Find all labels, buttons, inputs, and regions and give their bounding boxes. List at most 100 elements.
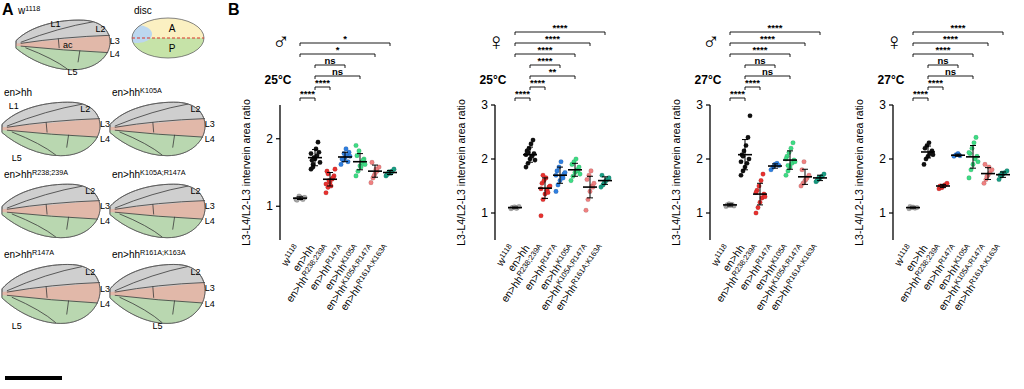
data-point bbox=[316, 140, 321, 145]
data-point bbox=[369, 180, 374, 185]
disc-region-label: P bbox=[169, 43, 176, 54]
data-point bbox=[533, 158, 538, 163]
label-base: en>hh bbox=[112, 87, 140, 98]
wing-vein bbox=[115, 295, 203, 303]
data-point bbox=[746, 135, 751, 140]
mean-line bbox=[293, 197, 307, 199]
y-tick bbox=[706, 104, 710, 105]
genotype-label: en>hh bbox=[4, 87, 32, 98]
data-point bbox=[363, 162, 368, 167]
posterior-compartment bbox=[110, 130, 205, 158]
wing-vein bbox=[115, 119, 205, 128]
wing-margin bbox=[110, 264, 205, 323]
wing-vein bbox=[115, 186, 188, 208]
marks bbox=[723, 114, 827, 216]
significance-label: **** bbox=[936, 44, 951, 55]
dot-plot: 123L3-L4/L2-L3 intervein area ratio♀25°C… bbox=[455, 22, 612, 313]
y-tick bbox=[889, 158, 893, 159]
wing-tint bbox=[2, 283, 100, 327]
chart-subtitle: 27°C bbox=[878, 73, 905, 87]
y-tick-label: 3 bbox=[879, 98, 886, 112]
significance-label: **** bbox=[538, 55, 553, 66]
panel-a: AdiscAPw1118L1L2acL3L4L5en>hhL1L2L3L4L5e… bbox=[2, 1, 215, 378]
mean-line bbox=[598, 180, 612, 182]
y-tick-label: 1 bbox=[266, 199, 273, 213]
significance-label: ns bbox=[937, 55, 948, 66]
significance-label: ns bbox=[324, 55, 335, 66]
y-tick-label: 2 bbox=[879, 152, 886, 166]
mean-line bbox=[996, 174, 1010, 176]
marks bbox=[293, 140, 397, 203]
data-point bbox=[804, 177, 809, 182]
chart-subtitle: 25°C bbox=[480, 73, 507, 87]
significance-label: ns bbox=[754, 55, 765, 66]
data-point bbox=[754, 211, 759, 216]
y-tick bbox=[706, 158, 710, 159]
mean-line bbox=[583, 186, 597, 188]
vein-label: L4 bbox=[110, 49, 120, 59]
wing-margin bbox=[2, 184, 100, 238]
data-point bbox=[739, 173, 744, 178]
significance-label: **** bbox=[730, 88, 745, 99]
data-point bbox=[546, 190, 551, 195]
data-point bbox=[333, 167, 338, 172]
data-point bbox=[970, 146, 975, 151]
y-tick bbox=[276, 138, 280, 139]
y-tick-label: 3 bbox=[481, 98, 488, 112]
significance-label: **** bbox=[538, 44, 553, 55]
y-tick bbox=[276, 206, 280, 207]
significance-label: **** bbox=[315, 77, 330, 88]
data-point bbox=[757, 184, 762, 189]
wing-vein bbox=[78, 50, 80, 62]
significance-label: **** bbox=[951, 22, 966, 33]
data-point bbox=[789, 146, 794, 151]
wing: en>hhK105A;R147AL2L3L4 bbox=[110, 168, 215, 240]
wing-vein bbox=[115, 212, 203, 219]
y-tick-label: 3 bbox=[696, 98, 703, 112]
mean-line bbox=[308, 157, 322, 159]
marks bbox=[508, 138, 612, 218]
mean-line bbox=[508, 207, 522, 209]
data-point bbox=[927, 141, 932, 146]
wing-vein bbox=[46, 204, 47, 215]
mean-line bbox=[323, 178, 337, 180]
wing-vein bbox=[7, 212, 98, 219]
disc-outline bbox=[132, 18, 204, 58]
posterior-compartment bbox=[110, 212, 205, 240]
vein-label: L2 bbox=[85, 267, 95, 277]
genotype-label: en>hhR147A bbox=[4, 248, 54, 260]
data-point bbox=[747, 157, 752, 162]
data-point bbox=[748, 114, 753, 119]
wing-vein bbox=[152, 286, 154, 298]
mean-line bbox=[768, 165, 782, 167]
significance-label: **** bbox=[928, 77, 943, 88]
mean-line bbox=[921, 151, 935, 153]
data-point bbox=[541, 173, 546, 178]
significance-label: **** bbox=[745, 77, 760, 88]
label-superscript: R161A;K163A bbox=[569, 241, 604, 286]
mean-line bbox=[783, 159, 797, 161]
data-point bbox=[800, 168, 805, 173]
vein-label: L1 bbox=[9, 101, 19, 111]
dot-plot: 123L3-L4/L2-L3 intervein area ratio♂27°C… bbox=[670, 22, 827, 313]
y-tick bbox=[491, 158, 495, 159]
wing-tint bbox=[110, 283, 205, 327]
wing-vein bbox=[67, 217, 69, 230]
data-point bbox=[584, 208, 589, 213]
wing-vein bbox=[152, 122, 154, 133]
data-point bbox=[531, 138, 536, 143]
data-point bbox=[569, 178, 574, 183]
mean-line bbox=[951, 154, 965, 156]
significance-label: **** bbox=[515, 88, 530, 99]
mean-line bbox=[523, 154, 537, 156]
mean-line bbox=[723, 204, 737, 206]
data-point bbox=[822, 172, 827, 177]
data-point bbox=[561, 176, 566, 181]
mean-line bbox=[353, 161, 367, 163]
wing: en>hhR238;239AL2L3L4 bbox=[2, 168, 110, 240]
data-point bbox=[578, 172, 583, 177]
significance-label: ns bbox=[945, 66, 956, 77]
data-point bbox=[802, 159, 807, 164]
wing-vein bbox=[115, 201, 205, 210]
data-point bbox=[354, 143, 359, 148]
